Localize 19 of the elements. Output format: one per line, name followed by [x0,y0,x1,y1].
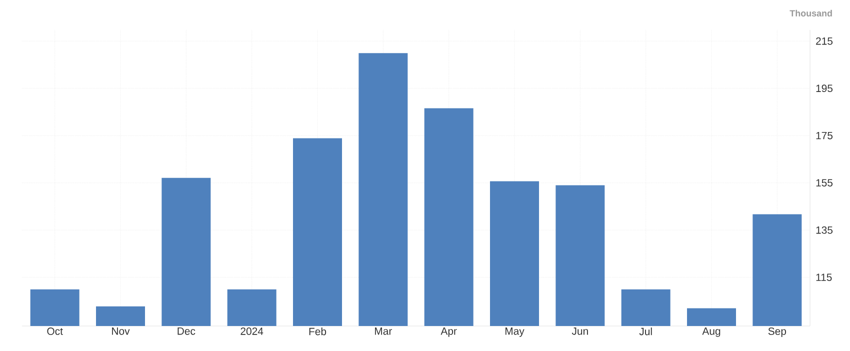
x-tick-label: Jul [639,328,652,336]
x-tick-label: Sep [768,328,786,337]
y-tick-label: 175 [816,132,833,140]
y-tick-label: 215 [816,37,833,45]
x-tick-label: Oct [47,328,63,335]
x-tick-label: Jun [572,328,588,335]
y-axis-title: Thousand [790,10,832,16]
x-tick-label: Dec [178,328,196,335]
y-tick-label: 135 [816,226,833,234]
x-tick-label: May [505,328,524,337]
y-tick-label: 155 [816,179,833,186]
x-tick-label: Nov [112,328,130,335]
x-tick-label: Apr [440,328,457,337]
x-tick-label: Aug [702,328,720,337]
x-tick-label: 2024 [240,328,264,335]
y-tick-label: 195 [816,84,833,92]
x-tick-label: Feb [309,328,326,336]
x-tick-label: Mar [375,328,392,335]
y-tick-label: 115 [816,274,832,281]
